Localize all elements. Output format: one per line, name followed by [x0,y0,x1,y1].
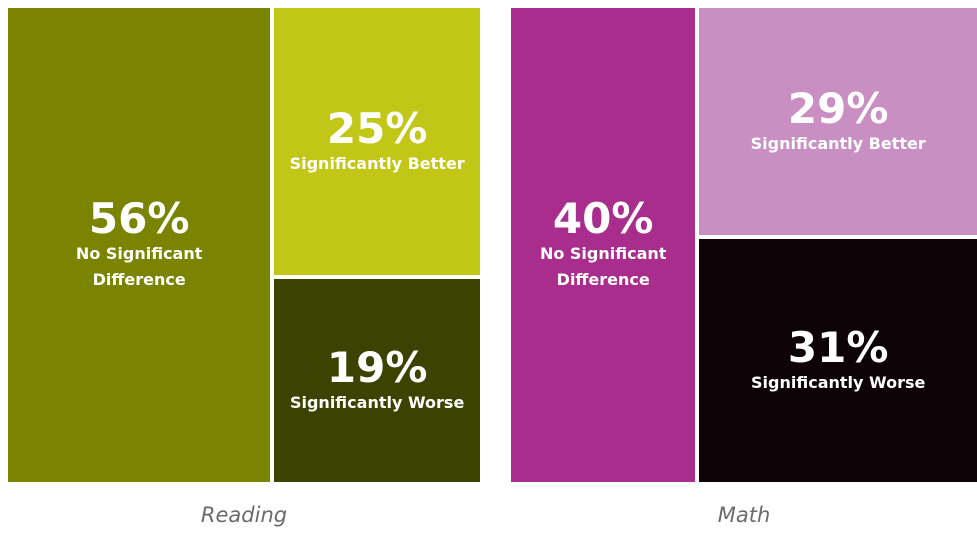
tile: 19% Significantly Worse [274,279,480,482]
value-label: 40% [552,194,654,244]
value-label: 29% [787,83,889,133]
category-label: Significantly Worse [289,392,465,412]
value-label: 31% [787,322,889,372]
value-label: 25% [326,103,428,153]
value-label: 19% [326,342,428,392]
tile: 40% No Significant Difference [511,8,696,482]
category-label: No Significant Difference [539,244,667,290]
treemap: 40% No Significant Difference 29% Significa… [511,8,977,482]
chart-title: Reading [200,503,288,527]
treemap: 56% No Significant Difference 25% Significa… [8,8,480,482]
tile: 25% Significantly Better [274,8,480,276]
category-label: Significantly Worse [751,372,926,392]
category-label: No Significant Difference [75,244,203,290]
tile: 29% Significantly Better [699,8,977,236]
category-label: Significantly Better [750,133,926,153]
category-label: Significantly Better [289,153,465,173]
tile: 56% No Significant Difference [8,8,271,482]
chart-title: Math [717,503,771,527]
tile: 31% Significantly Worse [699,239,977,482]
value-label: 56% [88,194,190,244]
